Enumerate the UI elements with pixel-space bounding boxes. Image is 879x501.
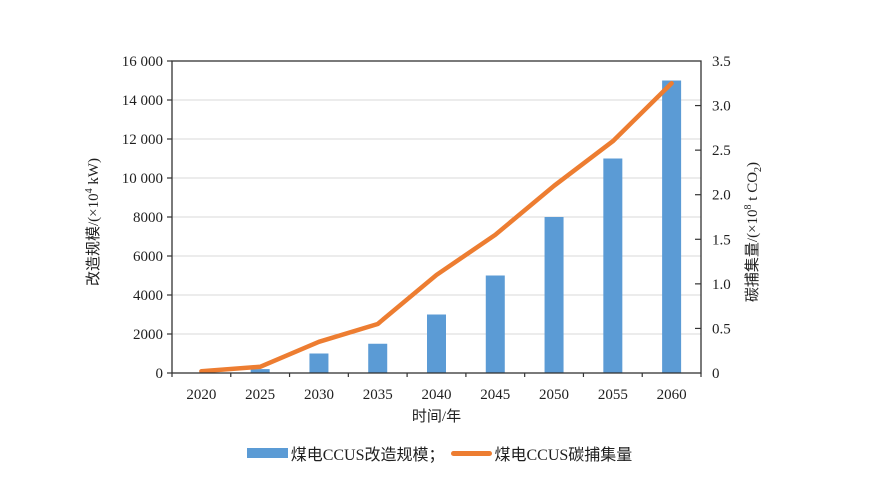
x-axis-title: 时间/年 bbox=[412, 408, 461, 425]
line-series-swatch bbox=[450, 450, 492, 456]
legend-label-retrofit-scale: 煤电CCUS改造规模； bbox=[290, 447, 445, 464]
right-axis-title: 碳捕集量/(×108 t CO2) bbox=[743, 162, 764, 302]
x-axis-tick-label: 2040 bbox=[422, 387, 452, 403]
right-axis-tick-label: 2.5 bbox=[712, 143, 731, 159]
x-axis-tick-label: 2030 bbox=[304, 387, 334, 403]
left-axis-tick-label: 16 000 bbox=[122, 54, 163, 70]
bar-2045 bbox=[485, 275, 505, 373]
x-axis-tick-label: 2035 bbox=[363, 387, 393, 403]
left-axis-tick-label: 6000 bbox=[133, 249, 163, 265]
right-axis-tick-label: 0.5 bbox=[712, 321, 731, 337]
legend-label-carbon-capture: 煤电CCUS碳捕集量 bbox=[494, 447, 633, 464]
bar-2035 bbox=[368, 343, 388, 373]
left-axis-tick-label: 4000 bbox=[133, 288, 163, 304]
left-axis-tick-label: 12 000 bbox=[122, 132, 163, 148]
bar-2030 bbox=[309, 353, 329, 373]
bar-2060 bbox=[662, 80, 682, 373]
left-axis-tick-label: 10 000 bbox=[122, 171, 163, 187]
right-axis-tick-label: 2.0 bbox=[712, 188, 731, 204]
right-axis-tick-label: 3.0 bbox=[712, 99, 731, 115]
left-axis-title: 改造规模/(×104 kW) bbox=[84, 158, 102, 286]
left-axis-tick-label: 2000 bbox=[133, 327, 163, 343]
right-axis-tick-label: 0 bbox=[712, 366, 720, 382]
legend-item-carbon-capture: 煤电CCUS碳捕集量 bbox=[450, 441, 633, 465]
chart-legend: 煤电CCUS改造规模； 煤电CCUS碳捕集量 bbox=[0, 442, 879, 464]
right-axis-tick-label: 1.5 bbox=[712, 232, 731, 248]
capture-amount-line bbox=[199, 81, 674, 374]
x-axis-tick-label: 2025 bbox=[245, 387, 275, 403]
bar-2025 bbox=[250, 369, 270, 373]
x-axis-tick-label: 2055 bbox=[598, 387, 628, 403]
x-axis-tick-label: 2050 bbox=[539, 387, 569, 403]
right-axis-tick-label: 1.0 bbox=[712, 277, 731, 293]
x-axis-tick-label: 2060 bbox=[657, 387, 687, 403]
legend-item-retrofit-scale: 煤电CCUS改造规模； bbox=[246, 441, 445, 465]
bar-2040 bbox=[427, 314, 446, 373]
left-axis-tick-label: 14 000 bbox=[122, 93, 163, 109]
bar-2055 bbox=[603, 158, 623, 373]
left-axis-tick-label: 0 bbox=[156, 366, 164, 382]
right-axis-tick-label: 3.5 bbox=[712, 54, 731, 70]
bar-2050 bbox=[544, 217, 564, 373]
x-axis-tick-label: 2045 bbox=[480, 387, 510, 403]
x-axis-tick-label: 2020 bbox=[186, 387, 216, 403]
bar-series-swatch bbox=[246, 448, 288, 458]
left-axis-tick-label: 8000 bbox=[133, 210, 163, 226]
